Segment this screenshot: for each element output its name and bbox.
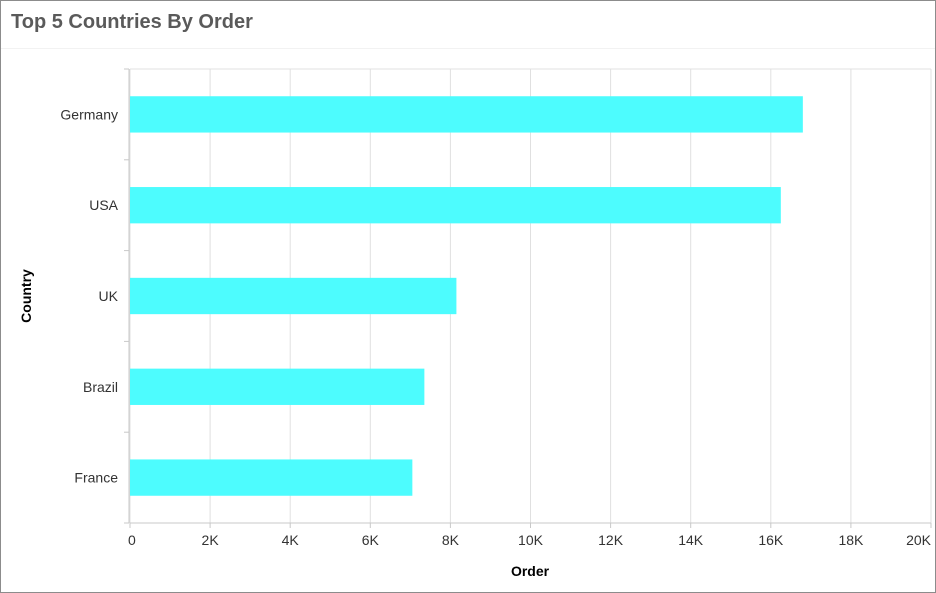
y-tick-label: Germany bbox=[60, 106, 118, 122]
title-divider bbox=[1, 48, 935, 49]
x-tick-label: 20K bbox=[906, 532, 932, 548]
bar-brazil[interactable] bbox=[130, 368, 425, 405]
x-tick-label: 6K bbox=[362, 532, 380, 548]
bar-uk[interactable] bbox=[130, 277, 457, 315]
bar-usa[interactable] bbox=[130, 187, 781, 224]
gridlines bbox=[129, 68, 932, 523]
x-tick-label: 8K bbox=[442, 532, 460, 548]
bars bbox=[130, 96, 803, 496]
x-tick-label: 4K bbox=[282, 532, 300, 548]
y-axis-title: Country bbox=[18, 269, 34, 323]
x-tick-label: 0 bbox=[128, 532, 136, 548]
x-tick-label: 12K bbox=[598, 532, 624, 548]
bar-germany[interactable] bbox=[130, 96, 803, 133]
y-tick-label: France bbox=[74, 470, 118, 486]
y-tick-label: Brazil bbox=[83, 379, 118, 395]
axes bbox=[124, 68, 932, 528]
x-tick-label: 14K bbox=[678, 532, 704, 548]
y-tick-label: UK bbox=[99, 288, 119, 304]
tick-labels: 0 2K 4K 6K 8K 10K 12K 14K 16K 18K 20K Germany USA UK B… bbox=[60, 106, 931, 548]
x-tick-label: 2K bbox=[202, 532, 220, 548]
y-tick-label: USA bbox=[89, 197, 118, 213]
x-tick-label: 16K bbox=[758, 532, 784, 548]
x-tick-label: 10K bbox=[518, 532, 544, 548]
x-axis-title: Order bbox=[511, 563, 550, 579]
chart-title: Top 5 Countries By Order bbox=[11, 11, 253, 33]
x-tick-label: 18K bbox=[838, 532, 864, 548]
bar-france[interactable] bbox=[130, 459, 413, 496]
